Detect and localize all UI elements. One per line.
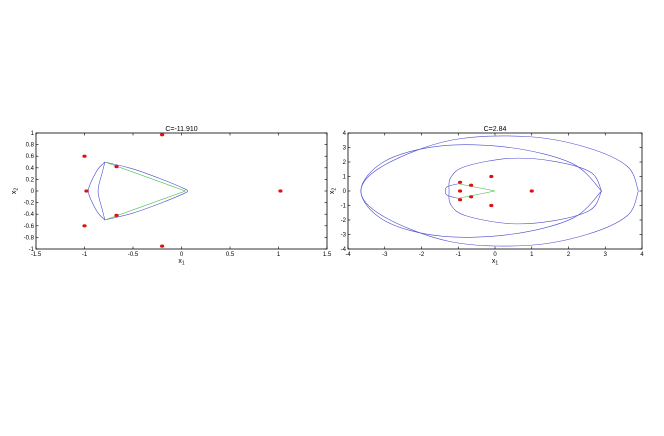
y-tick-label: 0 xyxy=(343,189,347,195)
zero-velocity-curve xyxy=(97,161,106,221)
x-axis-label: x1 xyxy=(178,258,185,267)
x-tick-label: -0.5 xyxy=(128,252,139,258)
y-tick-label: 1 xyxy=(31,131,35,137)
chart-title: C=2.84 xyxy=(484,126,507,133)
data-point xyxy=(489,174,494,179)
data-point xyxy=(469,195,474,199)
y-tick-label: 0.6 xyxy=(26,154,35,160)
x-tick-label: 0.5 xyxy=(226,252,235,258)
y-axis-label: x2 xyxy=(11,188,20,195)
y-tick-label: -0.4 xyxy=(24,212,35,218)
x-tick-label: -2 xyxy=(419,252,425,258)
data-point xyxy=(457,189,463,193)
y-tick-label: 0.8 xyxy=(26,143,35,149)
triangle-line xyxy=(104,161,187,221)
y-tick-label: -0.2 xyxy=(24,201,35,207)
y-tick-label: -0.6 xyxy=(24,224,35,230)
y-tick-label: 4 xyxy=(343,131,347,137)
data-point xyxy=(114,165,119,169)
x-tick-label: -1.5 xyxy=(31,252,42,258)
y-tick-label: 3 xyxy=(343,146,347,152)
x-tick-label: 1 xyxy=(530,252,534,258)
x-tick-label: 2 xyxy=(567,252,571,258)
data-point xyxy=(160,244,165,248)
y-tick-label: 2 xyxy=(343,160,347,166)
data-point xyxy=(114,213,119,217)
x-tick-label: 3 xyxy=(604,252,608,258)
data-point xyxy=(457,198,463,202)
y-tick-label: -2 xyxy=(341,218,347,224)
x-tick-label: 1.5 xyxy=(323,252,332,258)
y-tick-label: -1 xyxy=(341,204,347,210)
data-point xyxy=(82,224,87,228)
y-tick-label: -4 xyxy=(341,247,347,253)
plot-frame xyxy=(35,132,328,250)
y-tick-label: 0 xyxy=(31,189,35,195)
zero-velocity-curve xyxy=(448,157,602,225)
zero-velocity-curve xyxy=(104,161,188,221)
y-tick-label: -3 xyxy=(341,233,347,239)
y-tick-label: 0.4 xyxy=(26,166,35,172)
x-tick-label: -1 xyxy=(82,252,88,258)
data-point xyxy=(457,180,463,184)
x-tick-label: -3 xyxy=(382,252,388,258)
data-point xyxy=(84,189,89,193)
x-tick-label: 1 xyxy=(277,252,281,258)
y-tick-label: 0.2 xyxy=(26,177,35,183)
data-point xyxy=(489,203,494,208)
data-point xyxy=(469,183,474,187)
data-point xyxy=(278,189,283,193)
x-tick-label: -4 xyxy=(345,252,351,258)
zero-velocity-curve xyxy=(445,183,459,199)
chart-title: C=-11.910 xyxy=(165,126,197,133)
y-axis-label: x2 xyxy=(329,188,338,195)
chart-panel-2: -4 -3 -2 -1 0 1 2 3 4 -4 -3 -2 -1 0 1 2 3 4 C=2.84 x1 x2 xyxy=(329,126,644,267)
chart-panel-1: -1.5 -1 -0.5 0 0.5 1 1.5-1-0.8-0.6-0.4-0.200.2… xyxy=(11,126,332,267)
x-tick-label: 0 xyxy=(180,252,184,258)
x-tick-label: -1 xyxy=(456,252,462,258)
y-tick-label: -0.8 xyxy=(24,235,35,241)
zero-velocity-curve xyxy=(360,144,602,238)
y-tick-label: 1 xyxy=(343,175,347,181)
data-point xyxy=(82,154,87,158)
x-axis-label: x1 xyxy=(492,258,499,267)
y-tick-label: -1 xyxy=(29,247,35,253)
x-tick-label: 4 xyxy=(640,252,644,258)
x-tick-label: 0 xyxy=(493,252,497,258)
data-point xyxy=(529,189,534,193)
data-point xyxy=(160,133,165,137)
